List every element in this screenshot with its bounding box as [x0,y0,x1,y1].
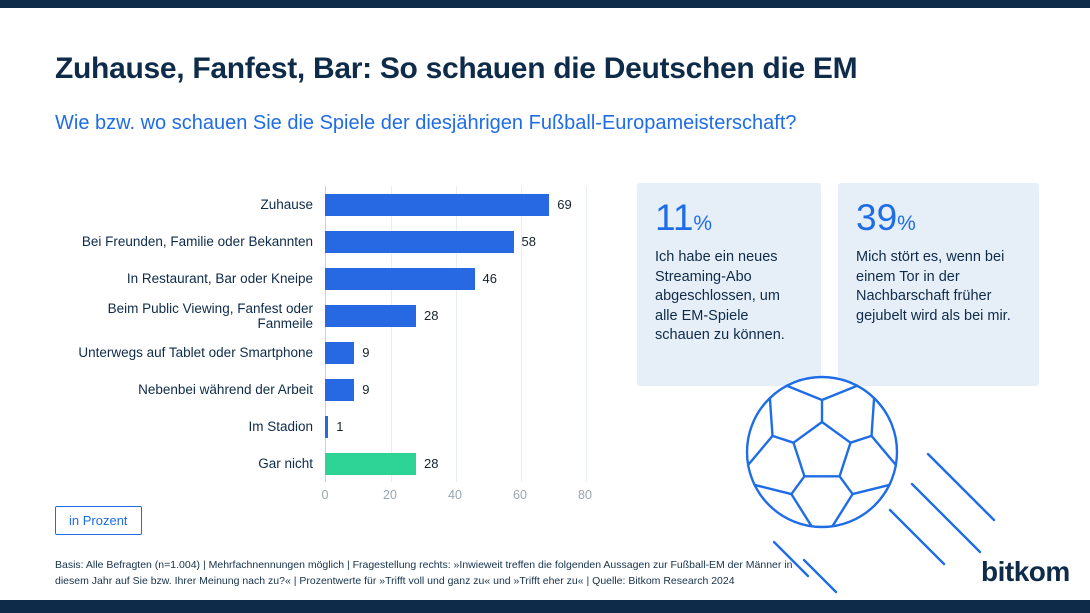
gridline [586,186,587,482]
value-label: 1 [336,419,344,434]
gridline [391,186,392,482]
category-label: In Restaurant, Bar oder Kneipe [126,271,313,286]
bar-track: 28 [325,452,600,475]
bitkom-logo: bitkom [981,556,1070,587]
bar-track: 28 [325,304,600,327]
plot-area [325,186,588,482]
stat-percentage: 11% [655,199,803,236]
soccer-ball-illustration [745,375,996,594]
x-tick-label: 20 [383,488,397,502]
stat-number: 39 [856,197,898,238]
top-border-strip [0,0,1090,8]
bar-track: 9 [325,341,600,364]
value-label: 69 [557,197,572,212]
category-label: Unterwegs auf Tablet oder Smartphone [78,345,313,360]
bar [325,415,329,438]
category-label: Bei Freunden, Familie oder Bekannten [81,234,313,249]
stat-percentage: 39% [856,199,1021,236]
bar [325,193,550,216]
chart-row: Beim Public Viewing, Fanfest oder Fanmei… [55,297,600,334]
chart-row: In Restaurant, Bar oder Kneipe 46 [55,260,600,297]
category-label: Beim Public Viewing, Fanfest oder Fanmei… [107,300,313,331]
bar-track: 58 [325,230,600,253]
x-tick-label: 0 [321,488,329,502]
value-label: 28 [424,456,439,471]
stat-number: 11 [655,197,694,238]
bar [325,230,514,253]
bar-track: 1 [325,415,600,438]
x-tick-label: 80 [578,488,592,502]
chart-row: Gar nicht 28 [55,445,600,482]
stat-description: Mich stört es, wenn bei einem Tor in der… [856,249,1011,324]
chart-rows: Zuhause 69 Bei Freunden, Familie oder Beka… [55,186,600,482]
x-axis-ticks: 0 20 40 60 80 [321,488,592,504]
bar [325,267,475,290]
value-label: 46 [482,271,497,286]
bar [325,452,416,475]
percent-sign: % [897,212,916,235]
x-tick-label: 60 [513,488,527,502]
bar-chart: Zuhause 69 Bei Freunden, Familie oder Beka… [55,186,600,506]
stat-description: Ich habe ein neues Streaming-Abo abgesch… [655,249,785,344]
category-label: Gar nicht [258,456,313,471]
value-label: 28 [424,308,439,323]
gridline [456,186,457,482]
category-label: Im Stadion [248,419,313,434]
bar [325,341,355,364]
survey-question-subtitle: Wie bzw. wo schauen Sie die Spiele der d… [55,112,797,134]
chart-row: Unterwegs auf Tablet oder Smartphone 9 [55,334,600,371]
source-footnote: Basis: Alle Befragten (n=1.004) | Mehrfa… [55,559,793,587]
gridline [521,186,522,482]
page-title: Zuhause, Fanfest, Bar: So schauen die De… [55,52,858,85]
value-label: 9 [362,345,370,360]
chart-row: Nebenbei während der Arbeit 9 [55,371,600,408]
value-label: 9 [362,382,370,397]
stat-card-streaming: 11% Ich habe ein neues Streaming-Abo abg… [637,183,821,386]
bar [325,304,416,327]
unit-label-box: in Prozent [55,506,142,535]
chart-row: Im Stadion 1 [55,408,600,445]
percent-sign: % [693,212,713,235]
bar [325,378,355,401]
chart-row: Bei Freunden, Familie oder Bekannten 58 [55,223,600,260]
value-label: 58 [521,234,536,249]
bar-track: 9 [325,378,600,401]
category-label: Nebenbei während der Arbeit [138,382,313,397]
category-label: Zuhause [260,197,313,212]
chart-row: Zuhause 69 [55,186,600,223]
bar-track: 46 [325,267,600,290]
bottom-border-strip [0,600,1090,613]
bar-track: 69 [325,193,600,216]
stat-card-nachbarschaft: 39% Mich stört es, wenn bei einem Tor in… [838,183,1039,386]
x-tick-label: 40 [448,488,462,502]
